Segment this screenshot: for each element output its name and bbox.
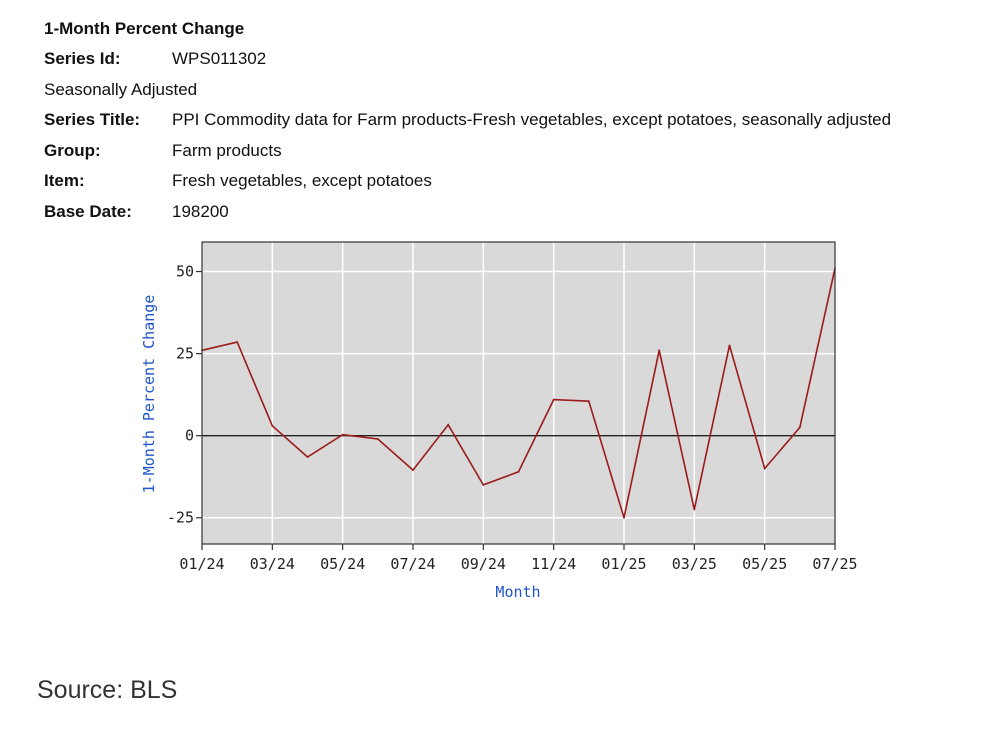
x-axis-ticks: 01/24 03/24 05/24 07/24 09/24 11/24 01/25 03/25… (179, 544, 858, 573)
x-axis-label: Month (495, 583, 540, 601)
x-tick-label: 09/24 (461, 555, 506, 573)
x-tick-label: 07/25 (812, 555, 857, 573)
series-id-row: Series Id: WPS011302 (44, 44, 891, 75)
data-point (728, 344, 731, 347)
group-value: Farm products (172, 140, 282, 160)
series-title-value: PPI Commodity data for Farm products-Fre… (172, 110, 892, 129)
data-point (236, 341, 239, 344)
adjustment-note: Seasonally Adjusted (44, 79, 198, 99)
x-tick-label: 03/24 (250, 555, 295, 573)
page-title: 1-Month Percent Change (44, 19, 245, 38)
y-tick-label: 50 (176, 263, 194, 281)
y-tick-label: 25 (176, 345, 194, 363)
data-point (271, 424, 274, 427)
data-point (587, 400, 590, 403)
series-id-label: Series Id: (44, 49, 121, 68)
data-point (306, 456, 309, 458)
y-axis-ticks: 50 25 0 -25 (167, 263, 202, 527)
item-label: Item: (44, 171, 85, 190)
x-tick-label: 03/25 (672, 555, 717, 573)
x-tick-label: 07/24 (390, 555, 435, 573)
data-point (447, 423, 450, 426)
data-point (552, 398, 555, 401)
x-tick-label: 05/24 (320, 555, 365, 573)
grid (202, 242, 835, 544)
x-tick-label: 05/25 (742, 555, 787, 573)
x-tick-label: 01/24 (179, 555, 224, 573)
item-value: Fresh vegetables, except potatoes (172, 171, 432, 190)
data-point (658, 349, 661, 352)
item-row: Item: Fresh vegetables, except potatoes (44, 166, 891, 197)
base-date-row: Base Date: 198200 (44, 197, 891, 228)
source-note: Source: BLS (37, 676, 178, 704)
series-title-label: Series Title: (44, 110, 141, 129)
y-axis-label: 1-Month Percent Change (140, 295, 158, 494)
data-point (623, 516, 625, 519)
group-row: Group: Farm products (44, 136, 891, 167)
data-point (341, 433, 344, 436)
data-point (517, 470, 520, 473)
group-label: Group: (44, 140, 101, 160)
base-date-label: Base Date: (44, 201, 132, 221)
data-point (482, 484, 485, 486)
data-point (412, 469, 414, 472)
data-point (763, 467, 766, 470)
series-title-row: Series Title: PPI Commodity data for Far… (44, 105, 891, 136)
plot-area (202, 242, 835, 544)
y-tick-label: -25 (167, 509, 194, 527)
series-info: 1-Month Percent Change Series Id: WPS011… (44, 14, 891, 227)
data-point (376, 438, 379, 440)
data-point (693, 508, 696, 511)
plot-frame (201, 241, 836, 545)
x-tick-label: 11/24 (531, 555, 576, 573)
y-tick-label: 0 (185, 427, 194, 445)
x-tick-label: 01/25 (601, 555, 646, 573)
data-point (798, 426, 801, 429)
base-date-value: 198200 (172, 201, 229, 221)
series-id-value: WPS011302 (172, 49, 267, 68)
